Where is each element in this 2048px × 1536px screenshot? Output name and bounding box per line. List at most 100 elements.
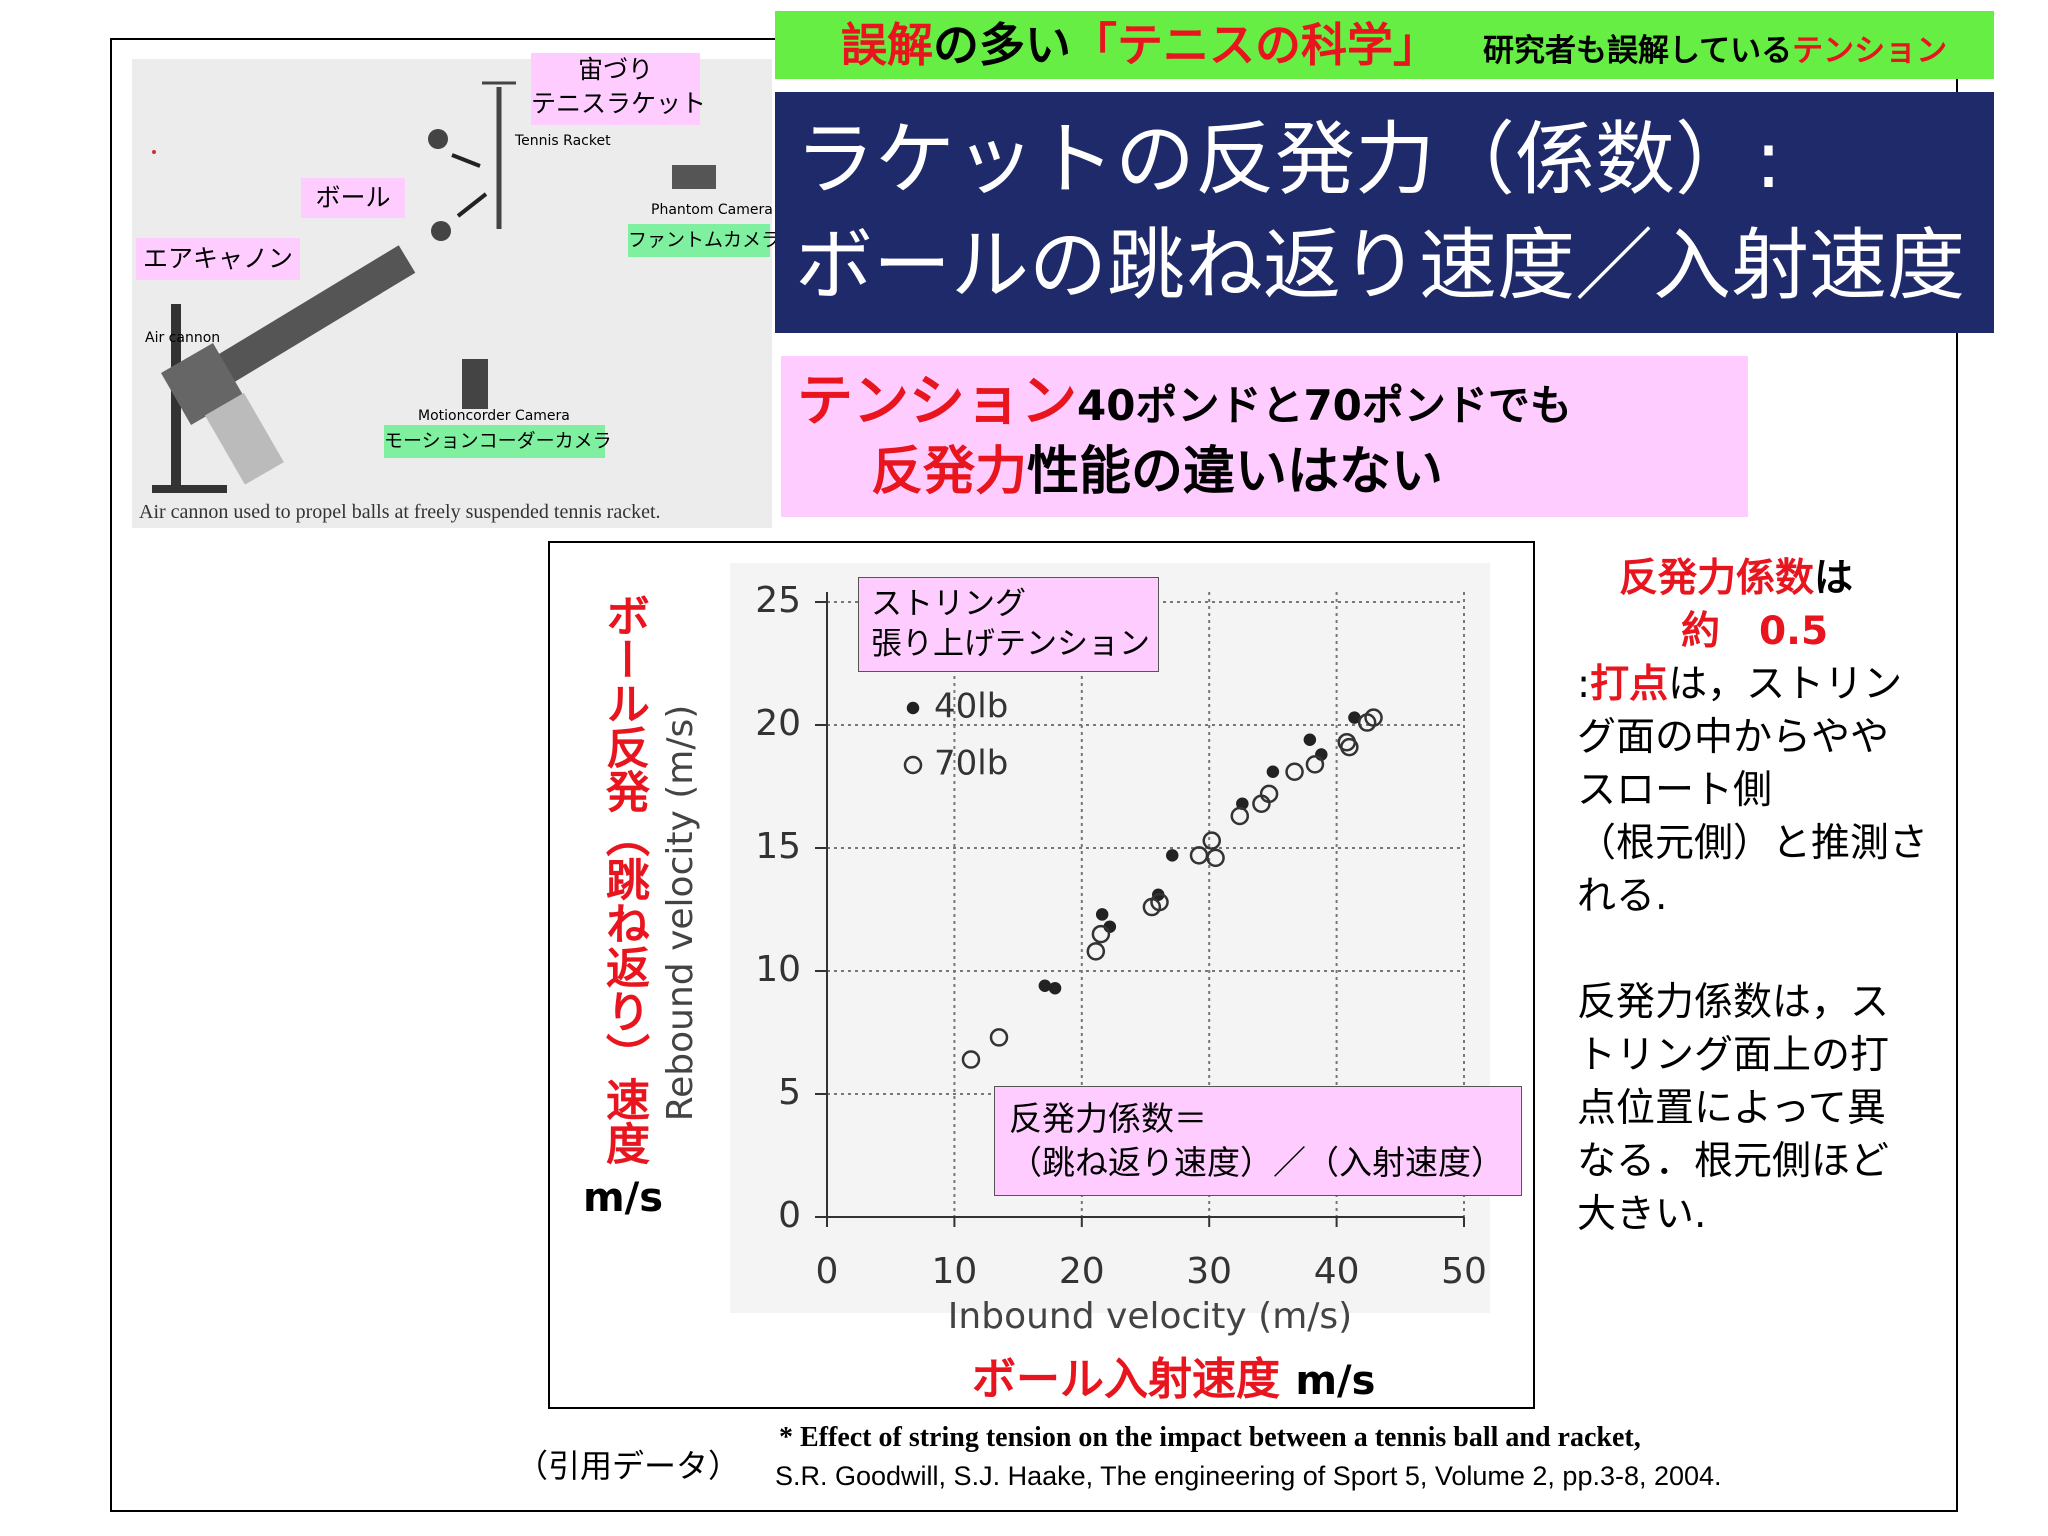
text: ストリング <box>871 586 1026 622</box>
y-tick-label: 10 <box>755 949 801 990</box>
caption: Air cannon used to propel balls at freel… <box>139 501 661 523</box>
scan-background <box>730 563 1490 1313</box>
x-tick-label: 40 <box>1314 1251 1360 1292</box>
label: Tennis Racket <box>515 133 611 149</box>
racket-label: 宙づり テニスラケット <box>531 53 707 125</box>
y-tick-label: 5 <box>778 1072 801 1113</box>
phantom-label: ファントムカメラ <box>628 224 780 257</box>
text: は <box>1814 556 1854 601</box>
note-line: 大きい. <box>1577 1192 1707 1237</box>
y-tick-label: 15 <box>755 826 801 867</box>
text: : <box>1577 662 1591 707</box>
summary-box: テンション40ポンドと70ポンドでも 反発力性能の違いはない <box>781 356 1748 517</box>
ball-label: ボール <box>301 178 405 218</box>
point <box>1150 892 1169 912</box>
note-line: 点位置によって異 <box>1577 1086 1886 1131</box>
note-line: 約 0.5 <box>1681 609 1829 654</box>
citation: S.R. Goodwill, S.J. Haake, The engineeri… <box>775 1461 1722 1491</box>
text: の多い <box>933 18 1071 72</box>
spacer <box>1577 923 1928 976</box>
text: 反発力係数＝ <box>1009 1099 1207 1138</box>
note-line: グ面の中からやや <box>1577 715 1890 760</box>
point <box>1206 848 1225 868</box>
title: ラケットの反発力（係数）: <box>795 113 1782 206</box>
point <box>1266 765 1280 778</box>
label: Air cannon <box>145 330 221 346</box>
point <box>1038 979 1052 993</box>
text: ボール入射速度 <box>972 1354 1280 1405</box>
label: Phantom Camera <box>651 202 773 218</box>
citation-label: （引用データ） <box>516 1447 741 1485</box>
text: 張り上げテンション <box>871 626 1150 662</box>
x-tick-label: 10 <box>931 1251 977 1292</box>
diagram: 宙づり テニスラケット Tennis Racket ボール エアキャノン Air… <box>132 53 780 528</box>
motion-label: モーションコーダーカメラ <box>384 425 612 458</box>
x-axis-title: Inbound velocity (m/s) <box>948 1296 1352 1337</box>
y-tick-label: 0 <box>778 1195 801 1236</box>
chart: Inbound velocity (m/s) Rebound velocity … <box>660 563 1490 1337</box>
cannon-label: エアキャノン <box>136 238 300 280</box>
diagram-drawing <box>152 81 716 493</box>
note-line: 反発力係数は <box>1577 552 1928 605</box>
point <box>1259 784 1279 804</box>
note-line: トリング面上の打 <box>1577 1033 1890 1078</box>
point <box>1091 924 1111 944</box>
title: ボールの跳ね返り速度／入射速度 <box>795 221 1966 311</box>
text: （跳ね返り速度）／（入射速度） <box>1009 1143 1504 1182</box>
y-axis-title: Rebound velocity (m/s) <box>660 705 701 1122</box>
point <box>989 1028 1009 1047</box>
y-axis-unit-jp: m/s <box>583 1175 664 1221</box>
text: 誤解 <box>841 18 933 72</box>
text: 打点 <box>1590 662 1669 707</box>
summary-line: テンション40ポンドと70ポンドでも <box>797 370 1572 447</box>
header: 誤解の多い「テニスの科学」 研究者も誤解しているテンション <box>775 11 1994 79</box>
note-line: :打点は，ストリン <box>1577 658 1928 711</box>
x-tick-label: 0 <box>816 1251 839 1292</box>
note-line: れる. <box>1577 874 1668 919</box>
text: m/s <box>1295 1358 1376 1404</box>
legend-marker <box>903 755 923 775</box>
label: 宙づり <box>577 55 653 84</box>
text: 反発力係数 <box>1619 556 1815 601</box>
note-line: なる．根元側ほど <box>1577 1139 1890 1184</box>
text: 研究者も誤解している <box>1483 33 1793 69</box>
y-tick-label: 25 <box>755 580 801 621</box>
title-box: ラケットの反発力（係数）: ボールの跳ね返り速度／入射速度 <box>775 92 1994 333</box>
x-tick-label: 50 <box>1441 1251 1487 1292</box>
text: テンション <box>797 369 1077 434</box>
y-axis-title-jp: ボール反発（跳ね返り）速度 <box>598 593 649 1165</box>
text: 反発力 <box>871 442 1028 502</box>
text: は，ストリン <box>1668 662 1903 707</box>
point <box>1364 708 1383 727</box>
x-tick-label: 20 <box>1059 1251 1105 1292</box>
summary-line: 反発力性能の違いはない <box>871 440 1443 504</box>
point <box>1166 849 1179 862</box>
citation: * Effect of string tension on the impact… <box>779 1422 1641 1453</box>
note-line: 反発力係数は，ス <box>1577 980 1890 1025</box>
point <box>1305 755 1325 774</box>
legend-marker <box>906 701 920 715</box>
point <box>1230 806 1250 826</box>
point <box>1086 942 1106 961</box>
x-axis-title-jp: ボール入射速度 m/s <box>972 1355 1375 1406</box>
legend-title: ストリング 張り上げテンション <box>858 577 1159 672</box>
x-tick-label: 30 <box>1186 1251 1232 1292</box>
label: Motioncorder Camera <box>418 408 570 424</box>
note-line: （根元側）と推測さ <box>1577 821 1929 866</box>
text: テンション <box>1792 33 1948 69</box>
label: テニスラケット <box>531 89 707 118</box>
text: 「テニスの科学」 <box>1071 18 1439 72</box>
text: 性能の違いはない <box>1027 442 1444 502</box>
point <box>961 1050 981 1069</box>
point <box>1048 981 1062 995</box>
text: 40ポンドと70ポンドでも <box>1077 381 1572 430</box>
y-tick-label: 20 <box>755 703 801 744</box>
notes: 反発力係数は 約 0.5 :打点は，ストリン グ面の中からやや スロート側 （根… <box>1577 552 1928 1241</box>
header-title: 誤解の多い「テニスの科学」 <box>841 19 1439 71</box>
point <box>1285 762 1304 781</box>
point <box>1348 711 1361 724</box>
legend-label: 70lb <box>934 744 1008 784</box>
point <box>1095 908 1109 921</box>
annotation: 反発力係数＝ （跳ね返り速度）／（入射速度） <box>994 1086 1522 1196</box>
